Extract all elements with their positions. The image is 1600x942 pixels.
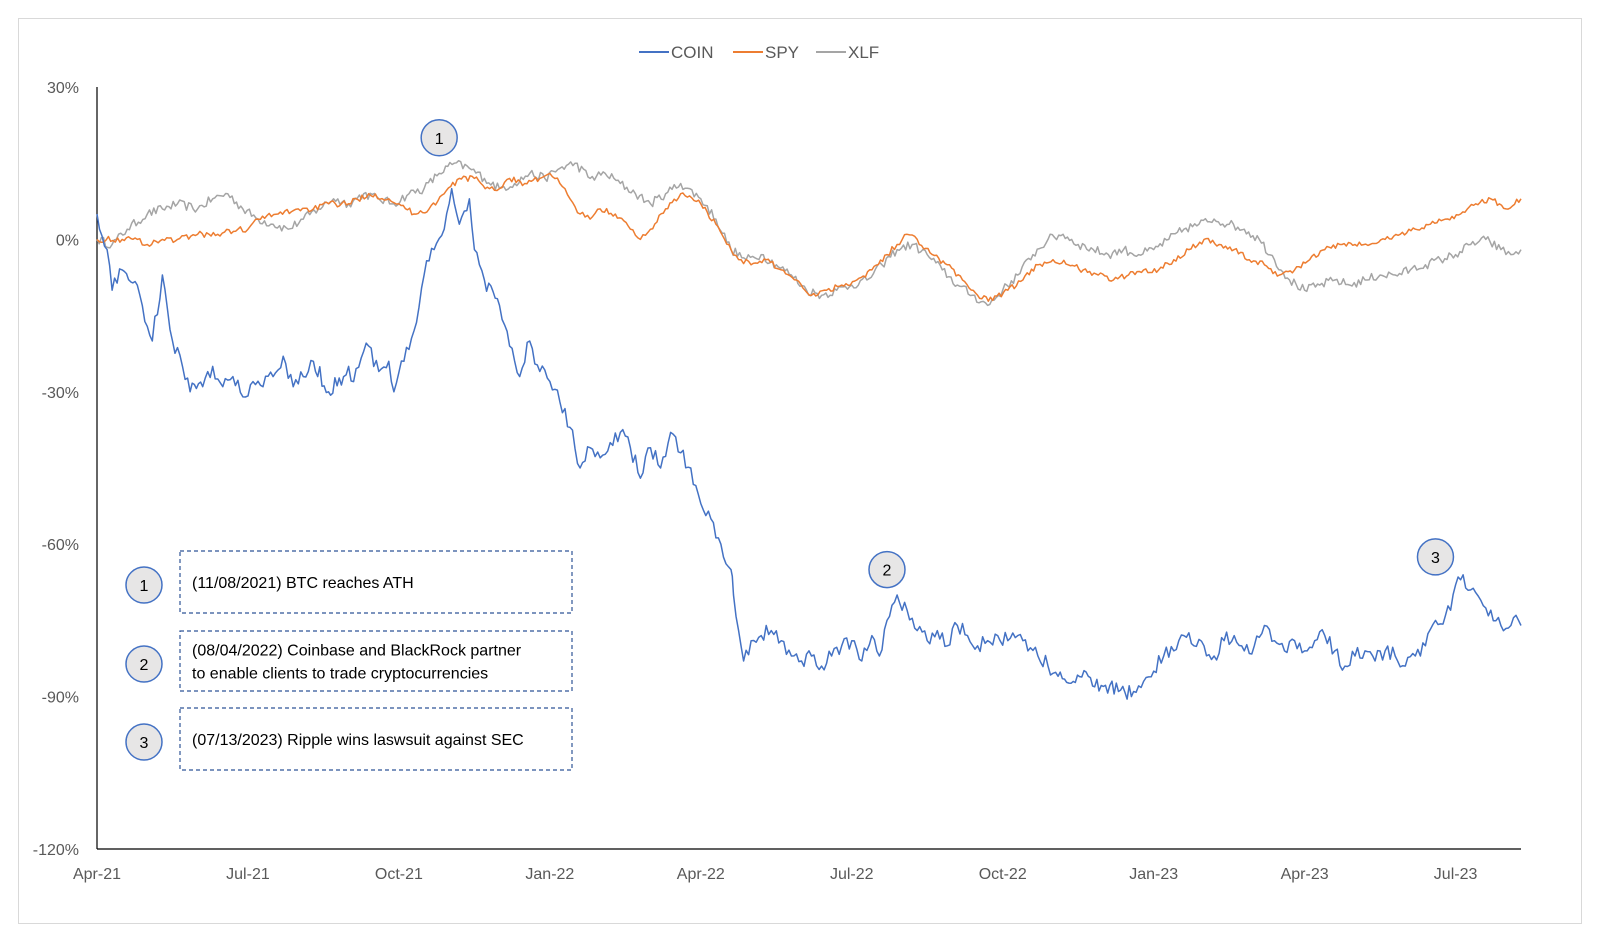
y-axis: 30% 0% -30% -60% -90% -120%	[33, 80, 98, 859]
annotation-text: (07/13/2023) Ripple wins laswsuit agains…	[192, 732, 524, 749]
x-tick-label: Jul-23	[1434, 866, 1478, 883]
legend-label-spy: SPY	[765, 43, 799, 62]
x-tick-label: Jul-22	[830, 866, 874, 883]
annotation-number-circle	[125, 645, 163, 683]
annotation-number: 1	[140, 578, 149, 595]
x-tick-label: Apr-21	[73, 866, 121, 883]
y-tick-label: 0%	[56, 232, 79, 249]
event-marker-label: 1	[435, 131, 444, 148]
y-tick-label: -30%	[42, 385, 79, 402]
chart-frame: COIN SPY XLF 30% 0% -30% -60% -90% -120% Apr-21…	[18, 18, 1582, 924]
x-tick-label: Jul-21	[226, 866, 270, 883]
y-tick-label: -90%	[42, 690, 79, 707]
legend: COIN SPY XLF	[639, 43, 879, 62]
y-tick-label: -60%	[42, 537, 79, 554]
y-tick-label: -120%	[33, 842, 79, 859]
y-tick-label: 30%	[47, 80, 79, 97]
event-marker-label: 3	[1431, 550, 1440, 567]
series-line-spy	[96, 172, 1522, 302]
line-chart: COIN SPY XLF 30% 0% -30% -60% -90% -120% Apr-21…	[33, 43, 1522, 883]
event-markers: 1 2 3	[420, 119, 1455, 589]
x-tick-label: Jan-23	[1129, 866, 1178, 883]
event-marker-circle	[420, 119, 458, 157]
series-line-coin	[96, 187, 1522, 700]
annotation-text: to enable clients to trade cryptocurrenc…	[192, 666, 488, 683]
x-tick-label: Oct-22	[979, 866, 1027, 883]
annotation-box	[179, 630, 573, 692]
event-marker-circle	[1416, 538, 1455, 576]
x-tick-label: Jan-22	[525, 866, 574, 883]
annotation-boxes: 1 (11/08/2021) BTC reaches ATH 2 (08/04/202…	[125, 550, 573, 771]
series-group	[96, 159, 1522, 700]
legend-label-xlf: XLF	[848, 43, 879, 62]
annotation-box	[179, 550, 573, 614]
series-line-xlf	[96, 159, 1522, 307]
annotation-number: 2	[140, 657, 149, 674]
annotation-box	[179, 707, 573, 771]
x-tick-label: Oct-21	[375, 866, 423, 883]
event-marker-circle	[868, 550, 906, 589]
event-marker-label: 2	[883, 563, 892, 580]
annotation-number-circle	[125, 723, 163, 761]
legend-label-coin: COIN	[671, 43, 714, 62]
x-axis: Apr-21 Jul-21 Oct-21 Jan-22 Apr-22 Jul-22 Oct-…	[73, 848, 1521, 883]
annotation-number: 3	[140, 735, 149, 752]
annotation-text: (08/04/2022) Coinbase and BlackRock part…	[192, 643, 522, 660]
x-tick-label: Apr-23	[1281, 866, 1329, 883]
annotation-number-circle	[125, 566, 163, 604]
annotation-text: (11/08/2021) BTC reaches ATH	[192, 575, 414, 592]
x-tick-label: Apr-22	[677, 866, 725, 883]
